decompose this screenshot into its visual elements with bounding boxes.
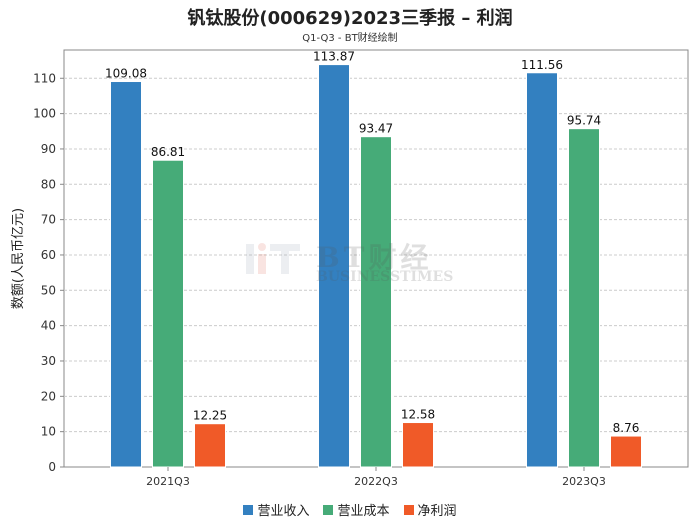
bar — [110, 81, 142, 468]
chart-title: 钒钛股份(000629)2023三季报 – 利润 — [187, 8, 513, 29]
bar — [152, 159, 184, 468]
y-tick-label: 110 — [33, 71, 56, 85]
legend-item-revenue: 营业收入 — [243, 500, 309, 519]
y-tick-label: 90 — [41, 142, 56, 156]
bar — [568, 128, 600, 468]
y-tick-label: 20 — [41, 389, 56, 403]
legend-item-cost: 营业成本 — [323, 500, 390, 519]
y-tick-label: 80 — [41, 177, 56, 191]
data-label: 113.87 — [313, 50, 355, 64]
y-axis-label: 数额(人民币亿元) — [11, 208, 26, 309]
bar — [610, 435, 642, 468]
legend: 营业收入 营业成本 净利润 — [0, 500, 700, 519]
legend-label-revenue: 营业收入 — [257, 504, 310, 519]
bar — [318, 64, 350, 468]
legend-label-profit: 净利润 — [417, 504, 457, 519]
y-tick-label: 60 — [41, 248, 56, 262]
data-label: 111.56 — [521, 58, 563, 72]
x-tick-label: 2023Q3 — [562, 475, 606, 488]
data-label: 12.58 — [401, 408, 435, 422]
data-label: 109.08 — [105, 67, 147, 81]
legend-swatch-cost — [323, 504, 334, 515]
data-label: 93.47 — [359, 122, 393, 136]
chart-subtitle: Q1-Q3 - BT财经绘制 — [302, 33, 398, 44]
data-label: 8.76 — [613, 421, 640, 435]
y-tick-label: 100 — [33, 107, 56, 121]
legend-swatch-revenue — [243, 504, 254, 515]
y-tick-label: 70 — [41, 213, 56, 227]
legend-item-profit: 净利润 — [403, 500, 457, 519]
data-label: 86.81 — [151, 145, 185, 159]
bar — [360, 136, 392, 468]
y-tick-label: 10 — [41, 425, 56, 439]
x-tick-label: 2022Q3 — [354, 475, 398, 488]
y-tick-label: 30 — [41, 354, 56, 368]
x-tick-label: 2021Q3 — [146, 475, 190, 488]
data-label: 95.74 — [567, 114, 601, 128]
legend-label-cost: 营业成本 — [337, 504, 390, 519]
y-tick-label: 50 — [41, 283, 56, 297]
bar — [194, 423, 226, 468]
bar — [402, 422, 434, 468]
y-tick-label: 0 — [48, 460, 56, 474]
bar — [526, 72, 558, 468]
data-label: 12.25 — [193, 409, 227, 423]
legend-swatch-profit — [403, 504, 414, 515]
y-tick-label: 40 — [41, 319, 56, 333]
